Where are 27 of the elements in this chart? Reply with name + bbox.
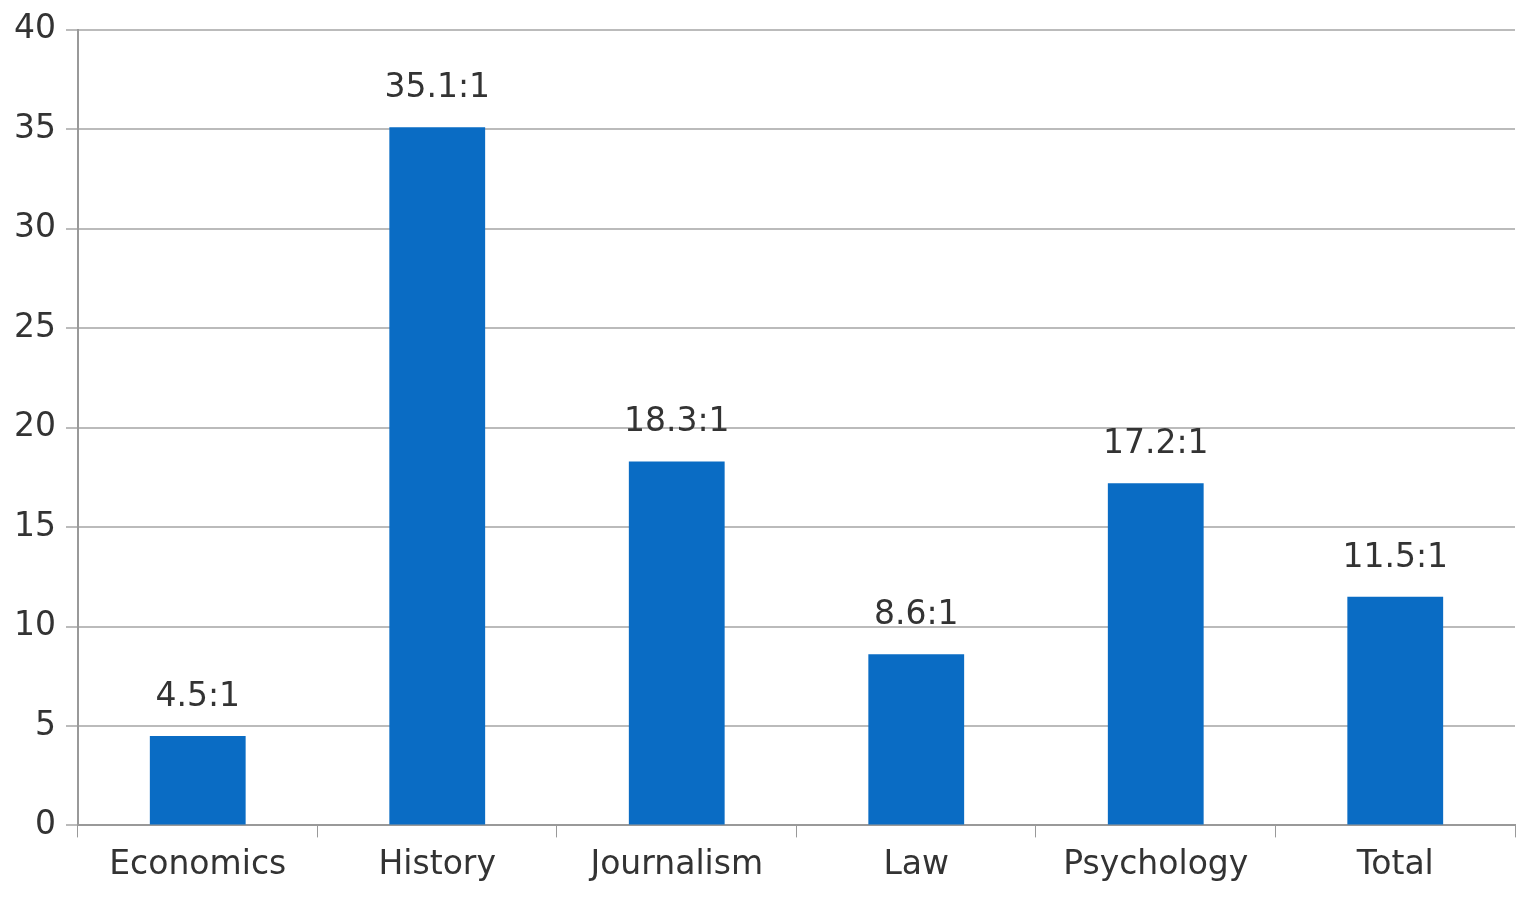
data-label: 11.5:1: [1342, 535, 1449, 575]
y-tick-label: 35: [13, 106, 56, 146]
data-label: 18.3:1: [623, 400, 730, 440]
y-tick-label: 5: [34, 703, 56, 743]
x-tick-label: Journalism: [588, 842, 764, 882]
y-tick-label: 10: [13, 604, 56, 644]
x-tick-label: Psychology: [1063, 842, 1249, 882]
y-tick-label: 20: [13, 405, 56, 445]
x-tick-label: Law: [883, 842, 950, 882]
y-tick-label: 15: [13, 504, 56, 544]
y-tick-label: 0: [34, 802, 56, 842]
x-tick-label: Economics: [109, 842, 287, 882]
bar: [389, 127, 486, 825]
bar: [628, 461, 725, 825]
bar: [1107, 483, 1204, 825]
data-label: 8.6:1: [873, 593, 959, 633]
y-tick-label: 40: [13, 7, 56, 47]
bar: [1347, 596, 1444, 825]
y-tick-label: 30: [13, 206, 56, 246]
data-label: 4.5:1: [155, 674, 241, 714]
bar: [149, 735, 246, 825]
y-tick-label: 25: [13, 305, 56, 345]
data-label: 17.2:1: [1102, 422, 1209, 462]
data-label: 35.1:1: [384, 66, 491, 106]
x-tick-label: Total: [1355, 842, 1434, 882]
x-tick-label: History: [378, 842, 496, 882]
bar: [868, 654, 965, 825]
